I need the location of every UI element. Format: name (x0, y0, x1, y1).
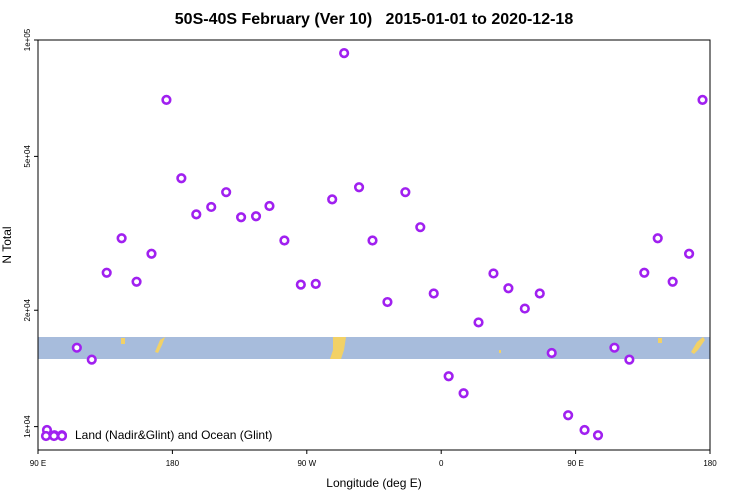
y-tick-label: 1e+05 (23, 28, 32, 51)
legend-marker (40, 430, 52, 442)
legend-marker (56, 430, 68, 442)
point (624, 354, 635, 365)
y-tick-label: 2e+04 (23, 298, 32, 321)
land-patch (155, 337, 165, 353)
point (534, 288, 545, 299)
point (415, 222, 426, 233)
point (382, 296, 393, 308)
point (235, 212, 247, 223)
point (609, 342, 620, 353)
point (176, 173, 187, 184)
legend-marker (48, 430, 60, 442)
point (697, 94, 708, 105)
point (264, 200, 275, 212)
point (488, 268, 499, 279)
point (546, 347, 557, 359)
point (639, 267, 650, 278)
x-tick-label: 180 (703, 459, 717, 468)
ocean-band (38, 337, 710, 359)
point (146, 248, 157, 259)
land-patch (121, 338, 125, 344)
land-patch (330, 337, 346, 359)
plot-frame (37, 39, 711, 451)
land-patch (499, 350, 501, 353)
point (327, 194, 338, 205)
point (116, 233, 127, 244)
x-tick-label: 180 (166, 459, 180, 468)
point (652, 233, 663, 244)
y-tick-label: 5e+04 (23, 145, 32, 168)
point (458, 388, 469, 399)
land-patch (691, 337, 705, 354)
point (428, 288, 439, 299)
point (400, 187, 411, 198)
x-tick-label: 90 E (567, 459, 583, 468)
surface-band (38, 337, 710, 359)
point (206, 201, 217, 213)
y-axis-title: N Total (0, 226, 14, 263)
point (279, 235, 290, 246)
point (563, 410, 574, 421)
x-tick-label: 90 W (297, 459, 316, 468)
point (503, 283, 514, 294)
point (667, 276, 678, 287)
point (473, 317, 484, 328)
point (101, 267, 112, 278)
point (295, 279, 306, 290)
point (191, 209, 202, 220)
legend-label: Land (Nadir&Glint) and Ocean (Glint) (75, 428, 272, 442)
point (86, 354, 97, 365)
point (71, 342, 82, 353)
point (161, 94, 172, 105)
point (579, 424, 590, 436)
point (592, 430, 604, 441)
point (339, 47, 350, 59)
point (519, 303, 530, 314)
point (221, 187, 232, 198)
x-axis-title: Longitude (deg E) (326, 476, 421, 490)
point (250, 211, 262, 222)
point (367, 235, 378, 246)
point (310, 278, 321, 289)
point (131, 276, 142, 287)
x-tick-label: 0 (439, 459, 444, 468)
point (353, 182, 365, 193)
land-patch (658, 338, 662, 343)
point (443, 371, 454, 382)
point (683, 248, 695, 259)
y-tick-label: 1e+04 (23, 415, 32, 438)
chart-title: 50S-40S February (Ver 10) 2015-01-01 to … (175, 11, 574, 28)
x-tick-label: 90 E (30, 459, 46, 468)
